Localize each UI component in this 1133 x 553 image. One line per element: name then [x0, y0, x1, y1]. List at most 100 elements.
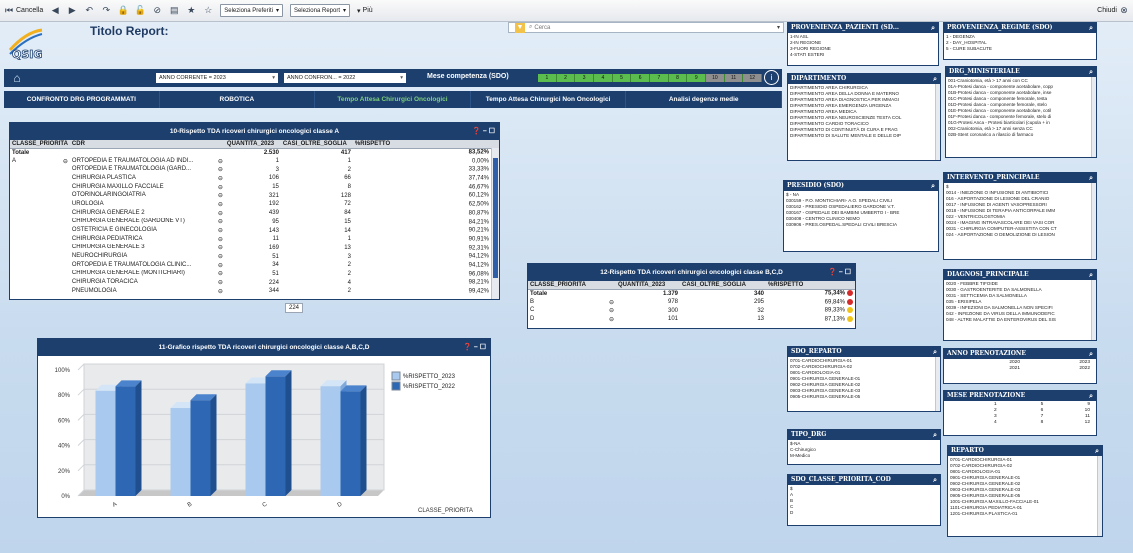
table-row[interactable]: B ⊖ 978 295 69,84% — [528, 298, 855, 307]
list-item[interactable]: DIPARTIMENTO AREA NEUROSCIENZE TESTA COL — [790, 115, 902, 120]
info-icon[interactable]: i — [764, 70, 779, 85]
month-10[interactable]: 10 — [706, 74, 725, 82]
list-item[interactable]: 0905-CHIRURGIA GENERALE-05 — [950, 493, 1021, 498]
list-item[interactable]: 2022 — [1079, 366, 1090, 371]
list-item[interactable]: DIPARTIMENTO AREA DELLA DONNA E MATERNO — [790, 91, 899, 96]
list-item[interactable]: 3-FUORI REGIONE — [790, 46, 831, 51]
cancel-button[interactable]: ⏮ Cancella — [4, 5, 43, 16]
month-5[interactable]: 5 — [612, 74, 632, 82]
col-classe-priorita[interactable]: CLASSE_PRIORITA — [528, 281, 616, 290]
listbox-scrollbar[interactable] — [1091, 280, 1096, 340]
clear-icon[interactable]: ⊘ — [153, 5, 162, 15]
table-row[interactable]: A ⊖ ORTOPEDIA E TRAUMATOLOGIA AD INDI... ⊖ 1… — [10, 157, 499, 166]
month-2[interactable]: 2 — [556, 74, 576, 82]
expand-icon[interactable]: ⊖ — [217, 254, 223, 261]
list-item[interactable]: 0039 - INFEZIONI DA SALMONELLA NON SPECI… — [946, 305, 1053, 310]
month-7[interactable]: 7 — [650, 74, 669, 82]
list-item[interactable]: 1 — [993, 402, 997, 407]
tab-confronto-drg[interactable]: CONFRONTO DRG PROGRAMMATI — [4, 91, 160, 108]
list-item[interactable]: $ — [790, 486, 793, 491]
search-icon[interactable]: ⌕ — [931, 181, 935, 190]
list-item[interactable]: 001-Craniotomia, età > 17 anni con CC — [948, 78, 1028, 83]
list-item[interactable]: 0702-CARDIOCHIRURGIA-02 — [790, 364, 853, 369]
list-item[interactable]: DIPARTIMENTO AREA MEDICA — [790, 109, 857, 114]
table-row[interactable]: UROLOGIA ⊖ 192 72 62,50% — [10, 200, 499, 209]
list-item[interactable]: 030159 - P.O. MONTICHIARI- A.O. SPEDALI … — [786, 198, 893, 203]
col-quantita[interactable]: QUANTITA_2023 — [616, 281, 680, 290]
table-row[interactable]: CHIRURGIA GENERALE (GARDONE VT) ⊖ 95 15 84,2… — [10, 218, 499, 227]
month-11[interactable]: 11 — [724, 74, 744, 82]
list-item[interactable]: 0024 - IMAGING INTRAVASCOLARE DEI VASI C… — [946, 220, 1055, 225]
list-item[interactable]: 2-IN REGIONE — [790, 40, 822, 45]
list-item[interactable]: 10 — [1084, 408, 1090, 413]
list-item[interactable]: 12 — [1084, 420, 1090, 425]
expand-icon[interactable]: ⊖ — [608, 299, 614, 306]
list-item[interactable]: 4 — [993, 420, 997, 425]
list-item[interactable]: 2020 — [1009, 360, 1020, 365]
list-item[interactable]: 01A-Protesi danca - componente acetabola… — [948, 84, 1053, 89]
expand-icon[interactable]: ⊖ — [62, 158, 68, 165]
expand-icon[interactable]: ⊖ — [217, 280, 223, 287]
list-item[interactable]: DIPARTIMENTO AREA DIAGNOSTICA PER IMMAGI — [790, 97, 899, 102]
list-item[interactable]: 0901-CHIRURGIA GENERALE-01 — [950, 475, 1021, 480]
month-4[interactable]: 4 — [594, 74, 613, 82]
list-item[interactable]: 0031 - CHIRURGIA COMPUTER-ASSISTITA CON … — [946, 226, 1057, 231]
list-item[interactable]: 024 - ASPORTAZIONE O DEMOLIZIONE DI LESI… — [946, 232, 1055, 237]
list-item[interactable]: 3 — [993, 414, 997, 419]
listbox-scrollbar[interactable] — [1097, 456, 1102, 536]
list-item[interactable]: 11 — [1085, 414, 1090, 419]
list-item[interactable]: 030167 - OSPEDALE DEI BAMBINI UMBERTO I … — [786, 210, 900, 215]
home-icon[interactable]: ⌂ — [13, 71, 21, 85]
table-row[interactable]: D ⊖ 101 13 87,13% — [528, 315, 855, 324]
list-item[interactable]: 0020 - FEBBRE TIFOIDE — [946, 281, 998, 286]
bookmark-icon[interactable]: ☆ — [204, 5, 213, 15]
expand-icon[interactable]: ⊖ — [217, 262, 223, 269]
list-item[interactable]: 0801-CARDIOLOGIA-01 — [790, 370, 841, 375]
list-item[interactable]: 01G-Protesi Anca - Protesi biarticolari … — [948, 120, 1050, 125]
list-item[interactable]: $-NA — [790, 441, 801, 446]
search-input[interactable]: ▼ ⌕ Cerca ▾ — [508, 22, 784, 33]
month-8[interactable]: 8 — [668, 74, 688, 82]
search-icon[interactable]: ⌕ — [1089, 270, 1093, 279]
list-item[interactable]: B — [790, 498, 794, 503]
expand-icon[interactable]: ⊖ — [608, 308, 614, 315]
undo-icon[interactable]: ↶ — [85, 5, 94, 15]
list-item[interactable]: 1201-CHIRURGIA PLASTICA-01 — [950, 511, 1018, 516]
table-row-total[interactable]: Totale 2.530 417 83,52% — [10, 148, 499, 157]
table-row[interactable]: CHIRURGIA PLASTICA ⊖ 106 66 37,74% — [10, 174, 499, 183]
table-row[interactable]: CHIRURGIA MAXILLO FACCIALE ⊖ 15 8 46,67% — [10, 183, 499, 192]
tab-tempo-attesa-non-oncologici[interactable]: Tempo Attesa Chirurgici Non Oncologici — [471, 91, 627, 108]
search-icon[interactable]: ⌕ — [1089, 23, 1093, 32]
list-item[interactable]: 02B-Stent coronarico a rilascio di farma… — [948, 132, 1034, 137]
list-item[interactable]: M-Medico — [790, 453, 811, 458]
search-icon[interactable]: ⌕ — [1089, 391, 1093, 400]
list-item[interactable]: A — [790, 492, 794, 497]
redo-icon[interactable]: ↷ — [102, 5, 111, 15]
expand-icon[interactable]: ⊖ — [217, 193, 223, 200]
list-item[interactable]: 01D-Protesi danca - componente femorale,… — [948, 102, 1047, 107]
list-item[interactable]: D — [790, 510, 794, 515]
list-item[interactable]: 1101-CHIRURGIA PEDIATRICA-01 — [950, 505, 1023, 510]
expand-icon[interactable]: ⊖ — [217, 219, 223, 226]
lock-icon[interactable]: 🔒 — [117, 5, 129, 15]
col-quantita[interactable]: QUANTITA_2023 — [224, 140, 281, 149]
list-item[interactable]: 01E-Protesi danca - componente acetabola… — [948, 108, 1052, 113]
list-item[interactable]: 4-STATI ESTERI — [790, 52, 825, 57]
list-item[interactable]: C — [790, 504, 794, 509]
list-item[interactable]: 5 — [1040, 402, 1044, 407]
table-row[interactable]: NEUROCHIRURGIA ⊖ 51 3 94,12% — [10, 252, 499, 261]
list-item[interactable]: 8 — [1040, 420, 1044, 425]
search-icon[interactable]: ⌕ — [933, 475, 937, 484]
panel-controls[interactable]: ❓ – ☐ — [828, 269, 851, 276]
table-row[interactable]: ORTOPEDIA E TRAUMATOLOGIA (GARD... ⊖ 3 2 33,… — [10, 165, 499, 174]
list-item[interactable]: 1 - DEGENZA — [946, 34, 975, 39]
list-item[interactable]: 1-IN ASL — [790, 34, 809, 39]
expand-icon[interactable]: ⊖ — [217, 245, 223, 252]
chevron-down-icon[interactable]: ▾ — [776, 25, 780, 31]
report-select[interactable]: Seleziona Report ▾ — [289, 4, 351, 17]
list-item[interactable]: 042 - INFEZIONE DA VIRUS DELLA IMMUNODEF… — [946, 311, 1055, 316]
table-row[interactable]: CHIRURGIA PEDIATRICA ⊖ 11 1 90,91% — [10, 235, 499, 244]
list-item[interactable]: DIPARTIMENTO CARDIO TORACICO — [790, 121, 869, 126]
list-item[interactable]: 5 - CURE SUBACUTE — [946, 46, 992, 51]
list-item[interactable]: DIPARTIMENTO DI SALUTE MENTALE E DELLE D… — [790, 133, 901, 138]
